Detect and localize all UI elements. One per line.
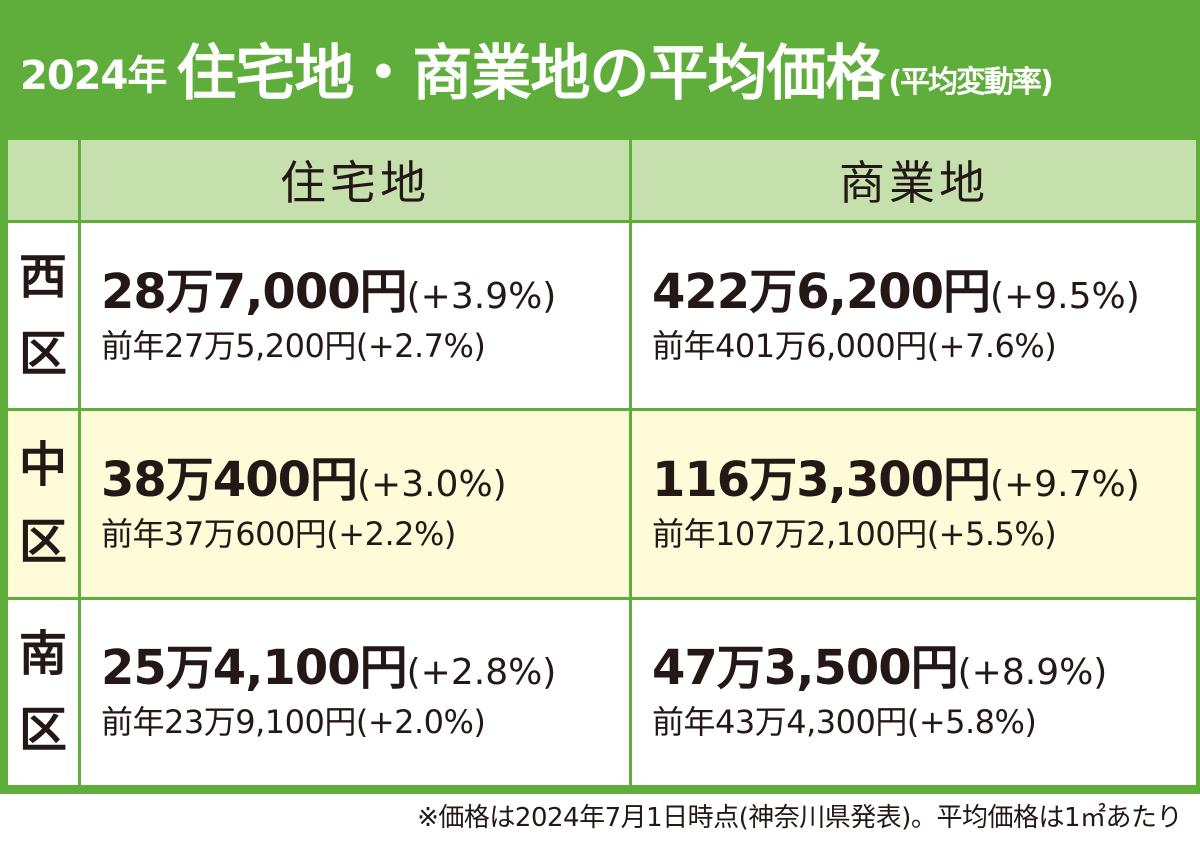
table-row: 中 区 38万400円(+3.0%) 前年37万600円(+2.2%) 116万… xyxy=(8,411,1196,597)
change-rate: (+9.5%) xyxy=(990,275,1140,317)
current-price: 28万7,000円(+3.9%) xyxy=(101,262,629,322)
ward-label-char: 南 xyxy=(18,625,67,682)
commercial-cell: 422万6,200円(+9.5%) 前年401万6,000円(+7.6%) xyxy=(632,223,1196,409)
change-rate: (+8.9%) xyxy=(957,652,1108,694)
previous-year-price: 前年107万2,100円(+5.5%) xyxy=(652,514,1057,553)
price-value: 25万4,100円 xyxy=(101,640,408,697)
page-subtitle: (平均変動率) xyxy=(888,65,1053,100)
ward-label-char: 区 xyxy=(18,513,67,570)
residential-cell: 28万7,000円(+3.9%) 前年27万5,200円(+2.7%) xyxy=(81,223,629,409)
current-price: 422万6,200円(+9.5%) xyxy=(652,262,1196,322)
ward-label-char: 区 xyxy=(18,702,67,759)
page-header: 2024年 住宅地・商業地の平均価格 (平均変動率) xyxy=(0,0,1200,130)
table-row: 南 区 25万4,100円(+2.8%) 前年23万9,100円(+2.0%) … xyxy=(8,599,1196,785)
residential-cell: 38万400円(+3.0%) 前年37万600円(+2.2%) xyxy=(81,411,629,597)
price-value: 116万3,300円 xyxy=(652,451,991,508)
price-table: 住宅地 商業地 西 区 28万7,000円(+3.9%) 前年27万5,200円… xyxy=(5,137,1199,788)
ward-label-char: 中 xyxy=(18,437,67,494)
previous-year-price: 前年43万4,300円(+5.8%) xyxy=(652,703,1037,742)
commercial-cell: 116万3,300円(+9.7%) 前年107万2,100円(+5.5%) xyxy=(632,411,1196,597)
table-corner xyxy=(8,140,78,220)
change-rate: (+9.7%) xyxy=(990,463,1140,505)
header-year: 2024年 xyxy=(20,53,167,99)
price-value: 38万400円 xyxy=(101,451,358,508)
ward-label: 南 区 xyxy=(8,599,78,785)
price-value: 422万6,200円 xyxy=(652,263,991,320)
ward-label-char: 西 xyxy=(18,248,67,305)
previous-year-price: 前年23万9,100円(+2.0%) xyxy=(101,703,486,742)
current-price: 116万3,300円(+9.7%) xyxy=(652,450,1196,510)
column-header-commercial: 商業地 xyxy=(632,140,1196,220)
price-value: 28万7,000円 xyxy=(101,263,408,320)
previous-year-price: 前年37万600円(+2.2%) xyxy=(101,514,456,553)
page-title: 住宅地・商業地の平均価格 xyxy=(176,39,885,109)
previous-year-price: 前年27万5,200円(+2.7%) xyxy=(101,326,486,365)
current-price: 25万4,100円(+2.8%) xyxy=(101,638,629,698)
ward-label: 中 区 xyxy=(8,411,78,597)
current-price: 38万400円(+3.0%) xyxy=(101,450,629,510)
footnote: ※価格は2024年7月1日時点(神奈川県発表)。平均価格は1㎡あたり xyxy=(417,803,1182,833)
ward-label-char: 区 xyxy=(18,325,67,382)
change-rate: (+2.8%) xyxy=(406,652,557,694)
price-value: 47万3,500円 xyxy=(652,640,959,697)
change-rate: (+3.0%) xyxy=(357,463,507,505)
residential-cell: 25万4,100円(+2.8%) 前年23万9,100円(+2.0%) xyxy=(81,599,629,785)
previous-year-price: 前年401万6,000円(+7.6%) xyxy=(652,326,1057,365)
table-header-row: 住宅地 商業地 xyxy=(8,140,1196,220)
current-price: 47万3,500円(+8.9%) xyxy=(652,638,1196,698)
column-header-residential: 住宅地 xyxy=(81,140,629,220)
change-rate: (+3.9%) xyxy=(406,275,557,317)
commercial-cell: 47万3,500円(+8.9%) 前年43万4,300円(+5.8%) xyxy=(632,599,1196,785)
ward-label: 西 区 xyxy=(8,223,78,409)
price-table-frame: 住宅地 商業地 西 区 28万7,000円(+3.9%) 前年27万5,200円… xyxy=(0,130,1200,794)
table-row: 西 区 28万7,000円(+3.9%) 前年27万5,200円(+2.7%) … xyxy=(8,223,1196,409)
